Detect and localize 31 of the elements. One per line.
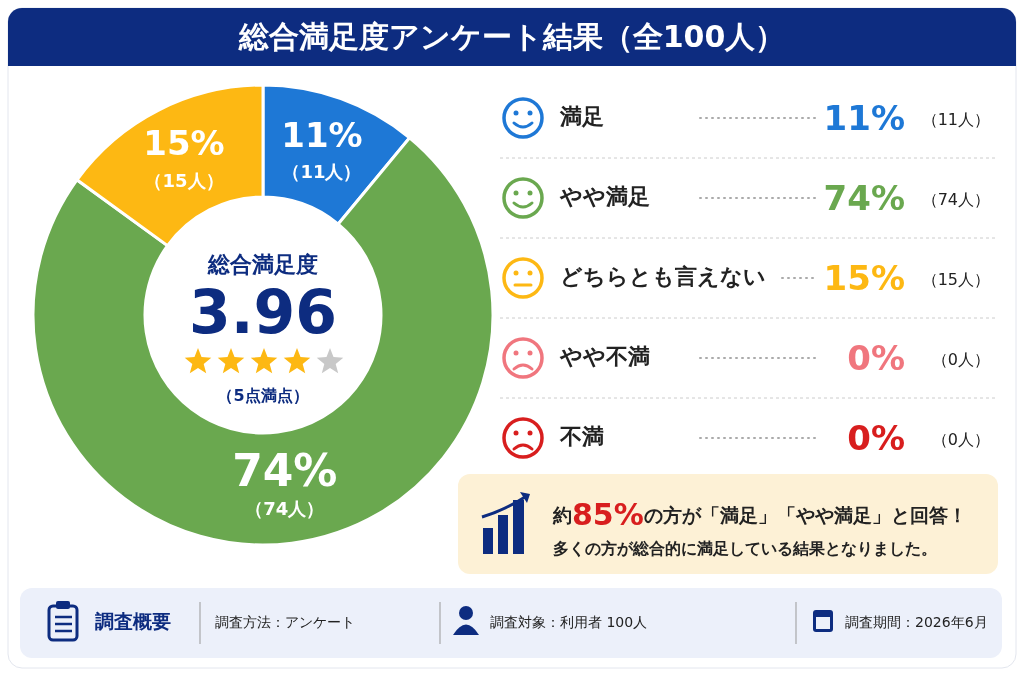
text: （15人） <box>144 169 224 191</box>
legend-label: 満足 <box>559 104 604 129</box>
text: 74% <box>823 177 905 218</box>
text: 総合満足度 <box>207 252 318 277</box>
data-label: 11% <box>281 114 363 155</box>
text: 0% <box>847 337 905 378</box>
text: 調査概要 <box>95 609 171 632</box>
text: 11% <box>823 97 905 138</box>
text: （74人） <box>245 497 325 519</box>
text: 3.96 <box>188 276 338 347</box>
chart-title: 総合満足度アンケート結果（全100人） <box>237 18 786 54</box>
text: 約85%の方が「満足」「やや満足」と回答！ <box>552 496 967 532</box>
text: （11人） <box>921 109 990 129</box>
text: 15% <box>823 257 905 298</box>
text: （15人） <box>921 269 990 289</box>
text: 調査対象：利用者 100人 <box>490 614 648 630</box>
legend-label: どちらとも言えない <box>560 264 766 289</box>
data-label: 74% <box>232 444 338 496</box>
data-label: 15% <box>143 123 225 164</box>
text: 調査方法：アンケート <box>215 614 355 630</box>
text: （0人） <box>931 349 990 369</box>
text: （74人） <box>921 189 990 209</box>
text: （11人） <box>282 161 362 183</box>
text: （5点満点） <box>217 385 309 405</box>
legend-label: やや不満 <box>559 344 650 369</box>
text: 0% <box>847 417 905 458</box>
text: （0人） <box>931 429 990 449</box>
text: 調査期間：2026年6月 <box>845 614 988 630</box>
legend-label: やや満足 <box>559 184 650 209</box>
text: 多くの方が総合的に満足している結果となりました。 <box>553 538 937 558</box>
legend-label: 不満 <box>559 424 604 449</box>
